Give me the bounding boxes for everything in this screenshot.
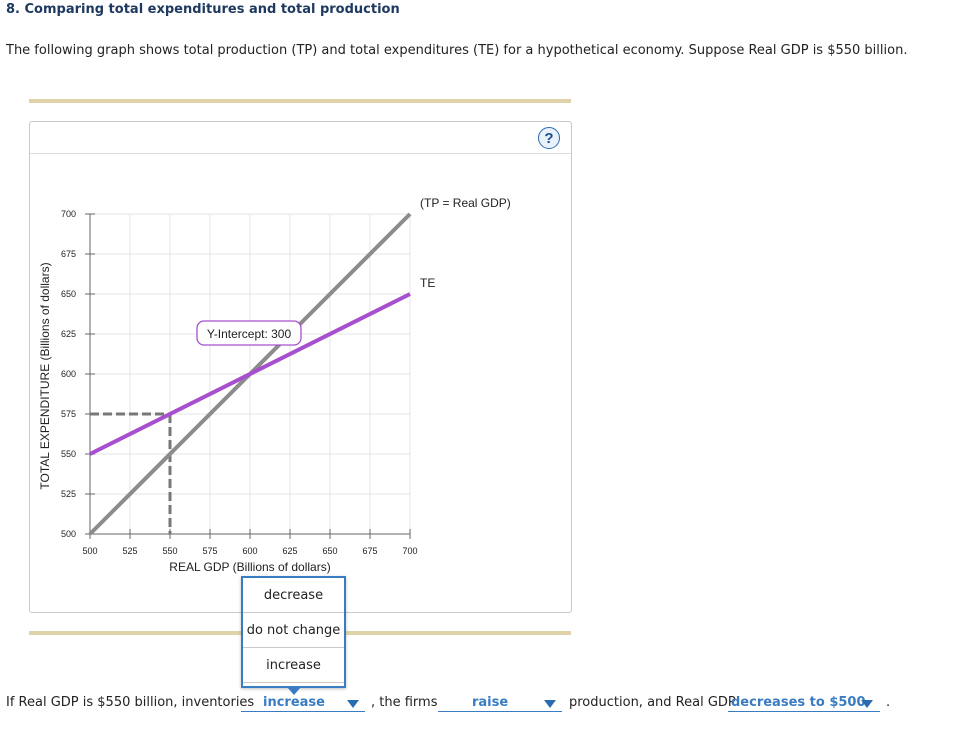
- graph-panel: [29, 121, 572, 613]
- y-tick-label: 700: [61, 209, 76, 219]
- x-tick-label: 525: [122, 546, 137, 556]
- series-label-te: TE: [420, 276, 435, 290]
- annotation-label: Y-Intercept: 300: [207, 327, 292, 341]
- x-tick-label: 625: [282, 546, 297, 556]
- x-axis-title: REAL GDP (Billions of dollars): [169, 560, 330, 574]
- x-tick-label: 500: [82, 546, 97, 556]
- x-tick-label: 550: [162, 546, 177, 556]
- reference-lines: [90, 412, 172, 534]
- y-axis-title: TOTAL EXPENDITURE (Billions of dollars): [38, 262, 52, 489]
- y-tick-label: 525: [61, 489, 76, 499]
- annotation-box[interactable]: Y-Intercept: 300: [196, 320, 302, 346]
- real-gdp-select[interactable]: decreases to $500: [728, 694, 880, 712]
- x-tick-label: 700: [402, 546, 417, 556]
- x-tick-label: 675: [362, 546, 377, 556]
- top-divider: [29, 99, 571, 103]
- chart-axes: [85, 213, 411, 539]
- x-tick-label: 600: [242, 546, 257, 556]
- question-title: 8. Comparing total expenditures and tota…: [6, 2, 400, 17]
- option-increase[interactable]: increase: [243, 648, 344, 683]
- y-tick-label: 575: [61, 409, 76, 419]
- y-tick-label: 650: [61, 289, 76, 299]
- inventories-select[interactable]: increase: [241, 694, 365, 712]
- sentence-part-4: .: [886, 695, 891, 710]
- dropdown-pointer: [287, 687, 301, 695]
- y-tick-label: 625: [61, 329, 76, 339]
- y-tick-label: 500: [61, 529, 76, 539]
- option-do-not-change[interactable]: do not change: [243, 613, 344, 648]
- te-line[interactable]: [89, 292, 411, 456]
- real-gdp-select-value: decreases to $500: [731, 695, 866, 710]
- chart-series: [88, 212, 412, 536]
- sentence-part-1: If Real GDP is $550 billion, inventories: [6, 695, 255, 710]
- y-tick-label: 550: [61, 449, 76, 459]
- firms-select[interactable]: raise: [438, 694, 562, 712]
- x-tick-label: 575: [202, 546, 217, 556]
- option-decrease[interactable]: decrease: [243, 578, 344, 613]
- question-intro: The following graph shows total producti…: [6, 43, 908, 58]
- y-tick-label: 600: [61, 369, 76, 379]
- chevron-down-icon: [347, 700, 359, 708]
- sentence-part-2: , the firms: [371, 695, 438, 710]
- x-tick-label: 650: [322, 546, 337, 556]
- sentence-part-3: production, and Real GDP: [569, 695, 736, 710]
- help-icon[interactable]: ?: [538, 127, 560, 149]
- inventories-dropdown-menu: decrease do not change increase: [241, 576, 346, 695]
- series-label-tp: (TP = Real GDP): [420, 196, 511, 210]
- chart-labels: 500 525 550 575 600 625 650 675 700 500 525 550 575 6…: [38, 196, 511, 574]
- firms-select-value: raise: [472, 695, 509, 710]
- chevron-down-icon: [861, 700, 873, 708]
- inventories-select-value: increase: [263, 695, 325, 710]
- chevron-down-icon: [544, 700, 556, 708]
- graph-panel-header-line: [30, 153, 571, 154]
- y-tick-label: 675: [61, 249, 76, 259]
